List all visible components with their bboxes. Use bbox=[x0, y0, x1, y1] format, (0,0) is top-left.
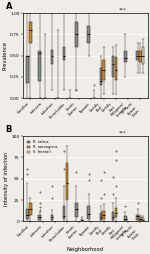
Bar bbox=[124, 51, 127, 62]
Bar bbox=[139, 51, 142, 62]
Text: ***: *** bbox=[119, 130, 127, 135]
Bar bbox=[29, 22, 32, 43]
Y-axis label: Prevalence: Prevalence bbox=[2, 41, 7, 70]
Bar bbox=[100, 213, 102, 220]
Bar bbox=[142, 218, 144, 220]
Bar bbox=[26, 56, 29, 83]
Bar bbox=[75, 22, 78, 47]
Legend: R. rattus, R. norvegicus, S. freetail: R. rattus, R. norvegicus, S. freetail bbox=[26, 140, 58, 155]
Bar bbox=[29, 203, 32, 215]
Bar bbox=[75, 203, 78, 217]
Bar bbox=[115, 57, 117, 80]
Y-axis label: Intensity of infection: Intensity of infection bbox=[4, 152, 9, 206]
Bar bbox=[87, 206, 90, 219]
Bar bbox=[66, 163, 68, 200]
Bar bbox=[124, 216, 127, 220]
Text: B: B bbox=[5, 125, 12, 134]
Bar bbox=[142, 47, 144, 64]
Bar bbox=[63, 206, 65, 219]
Text: A: A bbox=[5, 2, 12, 11]
Bar bbox=[112, 56, 114, 77]
Bar bbox=[102, 211, 105, 219]
Bar bbox=[136, 215, 139, 220]
Bar bbox=[100, 68, 102, 86]
Bar bbox=[115, 208, 117, 217]
Bar bbox=[26, 209, 29, 219]
Bar bbox=[51, 215, 53, 220]
Bar bbox=[102, 60, 105, 80]
X-axis label: Neighborhood: Neighborhood bbox=[67, 247, 104, 252]
Bar bbox=[136, 51, 139, 60]
Bar bbox=[139, 217, 142, 220]
Bar bbox=[39, 51, 41, 81]
Text: ***: *** bbox=[119, 7, 127, 12]
Bar bbox=[81, 219, 83, 220]
Bar bbox=[87, 26, 90, 43]
Bar bbox=[51, 50, 53, 64]
Bar bbox=[39, 215, 41, 220]
Bar bbox=[63, 47, 65, 60]
Bar bbox=[112, 212, 114, 220]
